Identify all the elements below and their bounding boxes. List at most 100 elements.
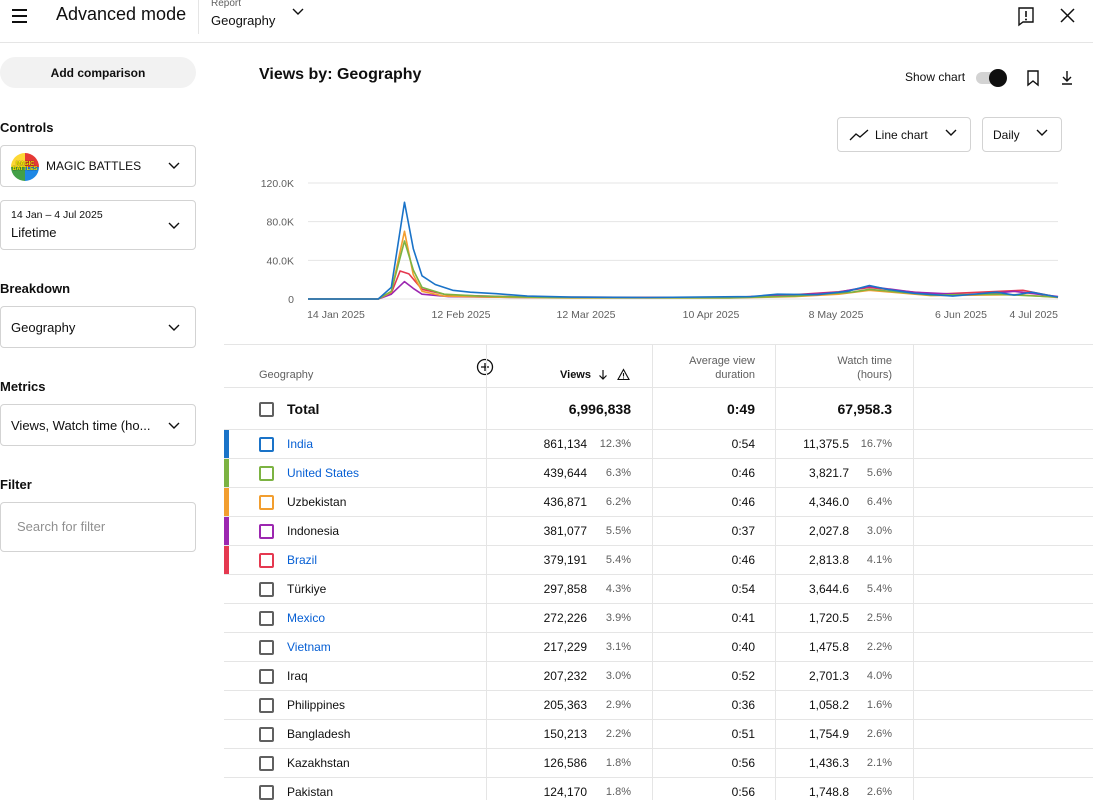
col-header-views[interactable]: Views [560, 369, 591, 381]
col-divider [913, 720, 914, 748]
col-header-geography: Geography [259, 369, 314, 381]
col-divider [913, 604, 914, 632]
x-tick-label: 6 Jun 2025 [935, 309, 987, 321]
row-geography-name[interactable]: United States [287, 466, 360, 480]
row-views-pct: 3.1% [605, 641, 631, 653]
row-watch-time: 4,346.0 [808, 495, 849, 509]
row-views-pct: 5.4% [605, 554, 631, 566]
chevron-down-icon [168, 222, 180, 229]
col-divider [775, 388, 776, 429]
row-checkbox[interactable] [259, 727, 274, 742]
channel-avatar: MAGIC BATTLES [11, 153, 39, 181]
row-checkbox[interactable] [259, 466, 274, 481]
row-geography-name[interactable]: Brazil [287, 553, 318, 567]
row-geography-name[interactable]: India [287, 437, 314, 451]
interval-selector[interactable]: Daily [982, 117, 1062, 152]
row-views-pct: 4.3% [605, 583, 631, 595]
show-chart-toggle[interactable] [976, 69, 1008, 87]
table-row: United States 439,644 6.3% 0:46 3,821.7 5.6% [224, 459, 1093, 488]
row-checkbox[interactable] [259, 698, 274, 713]
col-divider [652, 345, 653, 387]
table-row: Brazil 379,191 5.4% 0:46 2,813.8 4.1% [224, 546, 1093, 575]
row-watch-pct: 16.7% [860, 438, 892, 450]
col-divider [486, 517, 487, 545]
toggle-knob [989, 69, 1007, 87]
row-checkbox[interactable] [259, 437, 274, 452]
series-color-bar [224, 546, 229, 574]
row-watch-pct: 1.6% [866, 699, 892, 711]
channel-selector[interactable]: MAGIC BATTLES MAGIC BATTLES [0, 145, 196, 187]
row-watch-time: 1,058.2 [808, 698, 849, 712]
row-checkbox[interactable] [259, 640, 274, 655]
table-row: Vietnam 217,229 3.1% 0:40 1,475.8 2.2% [224, 633, 1093, 662]
report-selector[interactable]: Report Geography [211, 0, 311, 32]
row-checkbox[interactable] [259, 756, 274, 771]
row-views-pct: 3.9% [605, 612, 631, 624]
x-tick-label: 4 Jul 2025 [1010, 309, 1059, 321]
row-geography-name[interactable]: Mexico [287, 611, 326, 625]
col-divider [486, 345, 487, 387]
filter-search-input[interactable]: Search for filter [0, 502, 196, 552]
add-comparison-button[interactable]: Add comparison [0, 57, 196, 88]
col-divider [913, 778, 914, 800]
series-line [308, 240, 1059, 300]
row-avd: 0:54 [731, 437, 755, 451]
download-icon[interactable] [1057, 68, 1077, 88]
metrics-selector[interactable]: Views, Watch time (ho... [0, 404, 196, 446]
date-preset-text: Lifetime [11, 225, 57, 240]
total-checkbox[interactable] [259, 402, 274, 417]
series-color-bar [224, 459, 229, 487]
header-divider [198, 0, 199, 34]
row-checkbox[interactable] [259, 611, 274, 626]
x-tick-label: 8 May 2025 [809, 309, 864, 321]
page-title: Advanced mode [56, 4, 187, 24]
col-divider [652, 488, 653, 516]
row-views: 126,586 [543, 756, 587, 770]
total-avd: 0:49 [726, 401, 755, 417]
controls-heading: Controls [0, 120, 54, 135]
col-divider [652, 388, 653, 429]
close-icon[interactable] [1057, 5, 1079, 27]
breakdown-selector[interactable]: Geography [0, 306, 196, 348]
row-checkbox[interactable] [259, 553, 274, 568]
date-range-selector[interactable]: 14 Jan – 4 Jul 2025 Lifetime [0, 200, 196, 250]
line-chart-icon [849, 129, 869, 141]
metrics-value: Views, Watch time (ho... [11, 418, 151, 433]
add-column-icon[interactable] [476, 358, 494, 376]
sort-down-arrow-icon[interactable] [598, 369, 608, 381]
col-divider [913, 517, 914, 545]
row-checkbox[interactable] [259, 524, 274, 539]
row-checkbox[interactable] [259, 669, 274, 684]
y-tick-label: 80.0K [267, 217, 294, 229]
hamburger-menu-icon[interactable] [8, 4, 32, 28]
col-divider [652, 517, 653, 545]
row-watch-time: 2,813.8 [808, 553, 849, 567]
total-watch-time: 67,958.3 [837, 401, 893, 417]
row-avd: 0:46 [731, 466, 755, 480]
col-header-watch-line2[interactable]: (hours) [857, 369, 892, 381]
row-geography-name[interactable]: Vietnam [287, 640, 331, 654]
row-views: 205,363 [543, 698, 587, 712]
chevron-down-icon [168, 422, 180, 429]
chart-type-selector[interactable]: Line chart [837, 117, 971, 152]
row-checkbox[interactable] [259, 785, 274, 800]
col-divider [652, 662, 653, 690]
bookmark-icon[interactable] [1023, 68, 1043, 88]
row-checkbox[interactable] [259, 495, 274, 510]
col-divider [486, 546, 487, 574]
col-header-watch-line1[interactable]: Watch time [837, 355, 892, 367]
col-divider [486, 430, 487, 458]
breakdown-value: Geography [11, 320, 76, 335]
col-divider [775, 691, 776, 719]
row-avd: 0:40 [731, 640, 755, 654]
x-tick-label: 14 Jan 2025 [307, 309, 365, 321]
col-header-avd-line2[interactable]: duration [715, 369, 755, 381]
row-checkbox[interactable] [259, 582, 274, 597]
table-row: Philippines 205,363 2.9% 0:36 1,058.2 1.6% [224, 691, 1093, 720]
warning-icon[interactable] [617, 368, 630, 381]
col-divider [775, 430, 776, 458]
col-header-avd-line1[interactable]: Average view [689, 355, 755, 367]
col-divider [913, 749, 914, 777]
feedback-icon[interactable] [1015, 5, 1037, 27]
interval-label: Daily [993, 128, 1020, 142]
